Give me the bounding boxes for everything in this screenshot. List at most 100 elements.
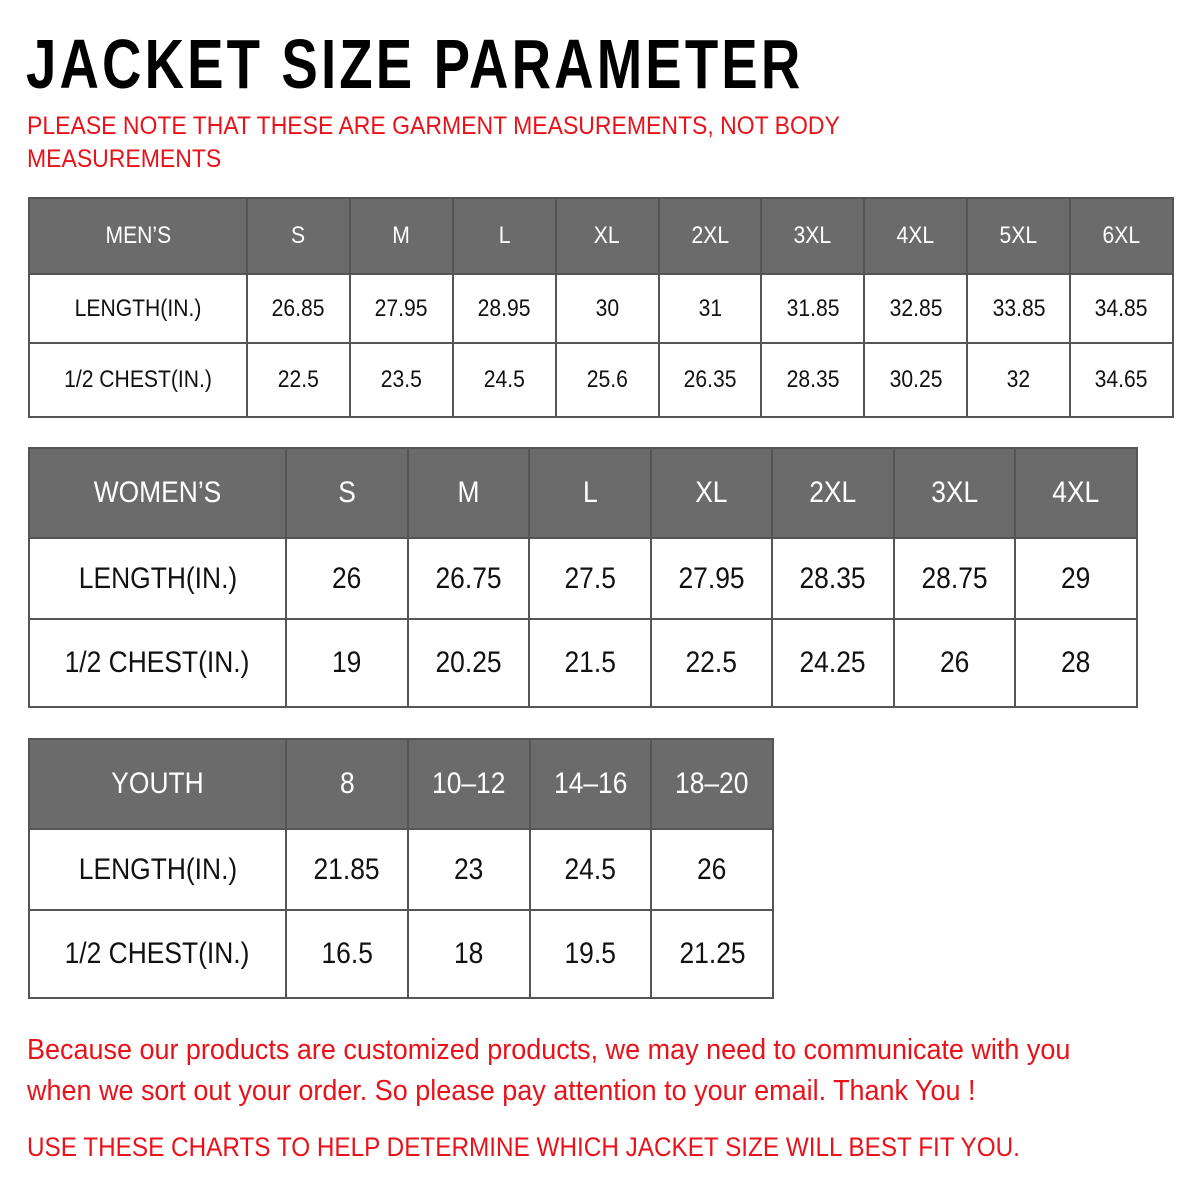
cell-text: 3XL — [794, 222, 832, 249]
size-header: 2XL — [657, 197, 763, 275]
measure-value: 26.85 — [246, 273, 351, 344]
size-header: L — [528, 447, 652, 539]
cell-text: LENGTH(IN.) — [74, 294, 202, 322]
table-row: 1/2 CHEST(IN.) 22.5 23.5 24.5 25.6 26.35 28.35… — [28, 342, 1174, 418]
measure-value: 18 — [406, 909, 531, 999]
size-header: 2XL — [771, 447, 895, 539]
cell-text: 25.6 — [586, 366, 628, 393]
measure-value: 21.85 — [285, 828, 409, 911]
customization-notice: Because our products are customized prod… — [27, 1030, 1070, 1112]
size-header: 4XL — [863, 197, 969, 275]
cell-text: 26 — [939, 646, 970, 679]
cell-text: 1/2 CHEST(IN.) — [65, 646, 250, 679]
cell-text: 18–20 — [675, 767, 749, 800]
measure-value: 16.5 — [285, 909, 409, 999]
cell-text: S — [291, 222, 306, 249]
size-header: 18–20 — [650, 738, 774, 830]
measure-label: 1/2 CHEST(IN.) — [28, 618, 287, 708]
measure-value: 22.5 — [246, 342, 351, 418]
notice-line-1: Because our products are customized prod… — [27, 1034, 1071, 1066]
cell-text: 2XL — [691, 222, 729, 249]
measure-value: 26 — [650, 828, 774, 911]
size-header: XL — [649, 447, 774, 539]
size-header: 5XL — [966, 197, 1071, 275]
cell-text: 23.5 — [380, 366, 422, 393]
measure-value: 33.85 — [966, 273, 1071, 344]
measurement-note: PLEASE NOTE THAT THESE ARE GARMENT MEASU… — [27, 112, 840, 173]
cell-text: 24.5 — [564, 852, 617, 886]
notice-line-2: when we sort out your order. So please p… — [27, 1075, 976, 1107]
cell-text: 20.25 — [435, 646, 502, 679]
cell-text: 16.5 — [321, 937, 373, 970]
measure-value: 21.25 — [650, 909, 774, 999]
cell-text: 22.5 — [277, 366, 319, 393]
size-header: 6XL — [1069, 197, 1174, 275]
cell-text: 19 — [332, 646, 362, 679]
cell-text: S — [337, 476, 356, 509]
category-label: WOMEN’S — [28, 447, 287, 539]
table-row: 1/2 CHEST(IN.) 16.5 18 19.5 21.25 — [28, 909, 774, 999]
measure-value: 26.75 — [406, 537, 531, 620]
measure-value: 26 — [892, 618, 1017, 708]
measure-label: 1/2 CHEST(IN.) — [28, 909, 287, 999]
measure-value: 29 — [1014, 537, 1138, 620]
table-row: LENGTH(IN.) 26.85 27.95 28.95 30 31 31.85 32.85… — [28, 273, 1174, 344]
measure-value: 28.75 — [892, 537, 1017, 620]
cell-text: 5XL — [999, 222, 1038, 249]
cell-text: 27.95 — [678, 561, 745, 595]
cell-text: 23 — [453, 852, 484, 886]
page-title: JACKET SIZE PARAMETER — [26, 25, 804, 103]
cell-text: 6XL — [1102, 222, 1141, 249]
cell-text: 28.35 — [786, 366, 840, 393]
measure-value: 32.85 — [863, 273, 969, 344]
measure-value: 32 — [966, 342, 1071, 418]
measure-value: 21.5 — [528, 618, 652, 708]
category-label: MEN’S — [28, 197, 248, 275]
size-header: 8 — [285, 738, 409, 830]
size-header: L — [451, 197, 557, 275]
measure-value: 30 — [554, 273, 660, 344]
cell-text: M — [457, 476, 480, 509]
table-row: LENGTH(IN.) 26 26.75 27.5 27.95 28.35 28.75 29 — [28, 537, 1138, 620]
measure-value: 24.25 — [771, 618, 895, 708]
cell-text: L — [582, 476, 598, 509]
cell-text: 26.85 — [272, 294, 325, 322]
cell-text: LENGTH(IN.) — [78, 561, 237, 595]
cell-text: 19.5 — [564, 937, 617, 970]
size-header: 10–12 — [406, 738, 531, 830]
header-row: MEN’S S M L XL 2XL 3XL 4XL 5XL 6XL — [28, 197, 1174, 275]
size-header: M — [406, 447, 531, 539]
measure-value: 22.5 — [649, 618, 774, 708]
measure-value: 19.5 — [528, 909, 653, 999]
size-header: S — [285, 447, 409, 539]
cell-text: 21.25 — [679, 937, 746, 970]
size-header: 4XL — [1014, 447, 1138, 539]
table-row: 1/2 CHEST(IN.) 19 20.25 21.5 22.5 24.25 26 28 — [28, 618, 1138, 708]
cell-text: 28.35 — [799, 561, 867, 595]
size-header: 3XL — [892, 447, 1017, 539]
cell-text: 26.75 — [435, 561, 502, 595]
measure-value: 25.6 — [554, 342, 660, 418]
cell-text: 32.85 — [889, 294, 943, 322]
cell-text: 21.85 — [313, 852, 380, 886]
cell-text: M — [392, 222, 411, 249]
measure-label: LENGTH(IN.) — [28, 537, 287, 620]
size-header: S — [246, 197, 351, 275]
size-header: XL — [554, 197, 660, 275]
header-row: YOUTH 8 10–12 14–16 18–20 — [28, 738, 774, 830]
cell-text: 14–16 — [553, 767, 628, 800]
cell-text: 34.85 — [1095, 294, 1148, 322]
measure-value: 27.95 — [649, 537, 774, 620]
cell-text: XL — [594, 222, 620, 249]
category-label: YOUTH — [28, 738, 287, 830]
measure-value: 23 — [406, 828, 531, 911]
table-row: LENGTH(IN.) 21.85 23 24.5 26 — [28, 828, 774, 911]
measure-value: 27.95 — [348, 273, 454, 344]
measure-value: 24.5 — [528, 828, 653, 911]
measure-value: 28.95 — [451, 273, 557, 344]
cell-text: 21.5 — [564, 646, 616, 679]
cell-text: 29 — [1061, 561, 1091, 595]
measure-value: 28.35 — [760, 342, 866, 418]
measure-value: 30.25 — [863, 342, 969, 418]
measure-value: 19 — [285, 618, 409, 708]
